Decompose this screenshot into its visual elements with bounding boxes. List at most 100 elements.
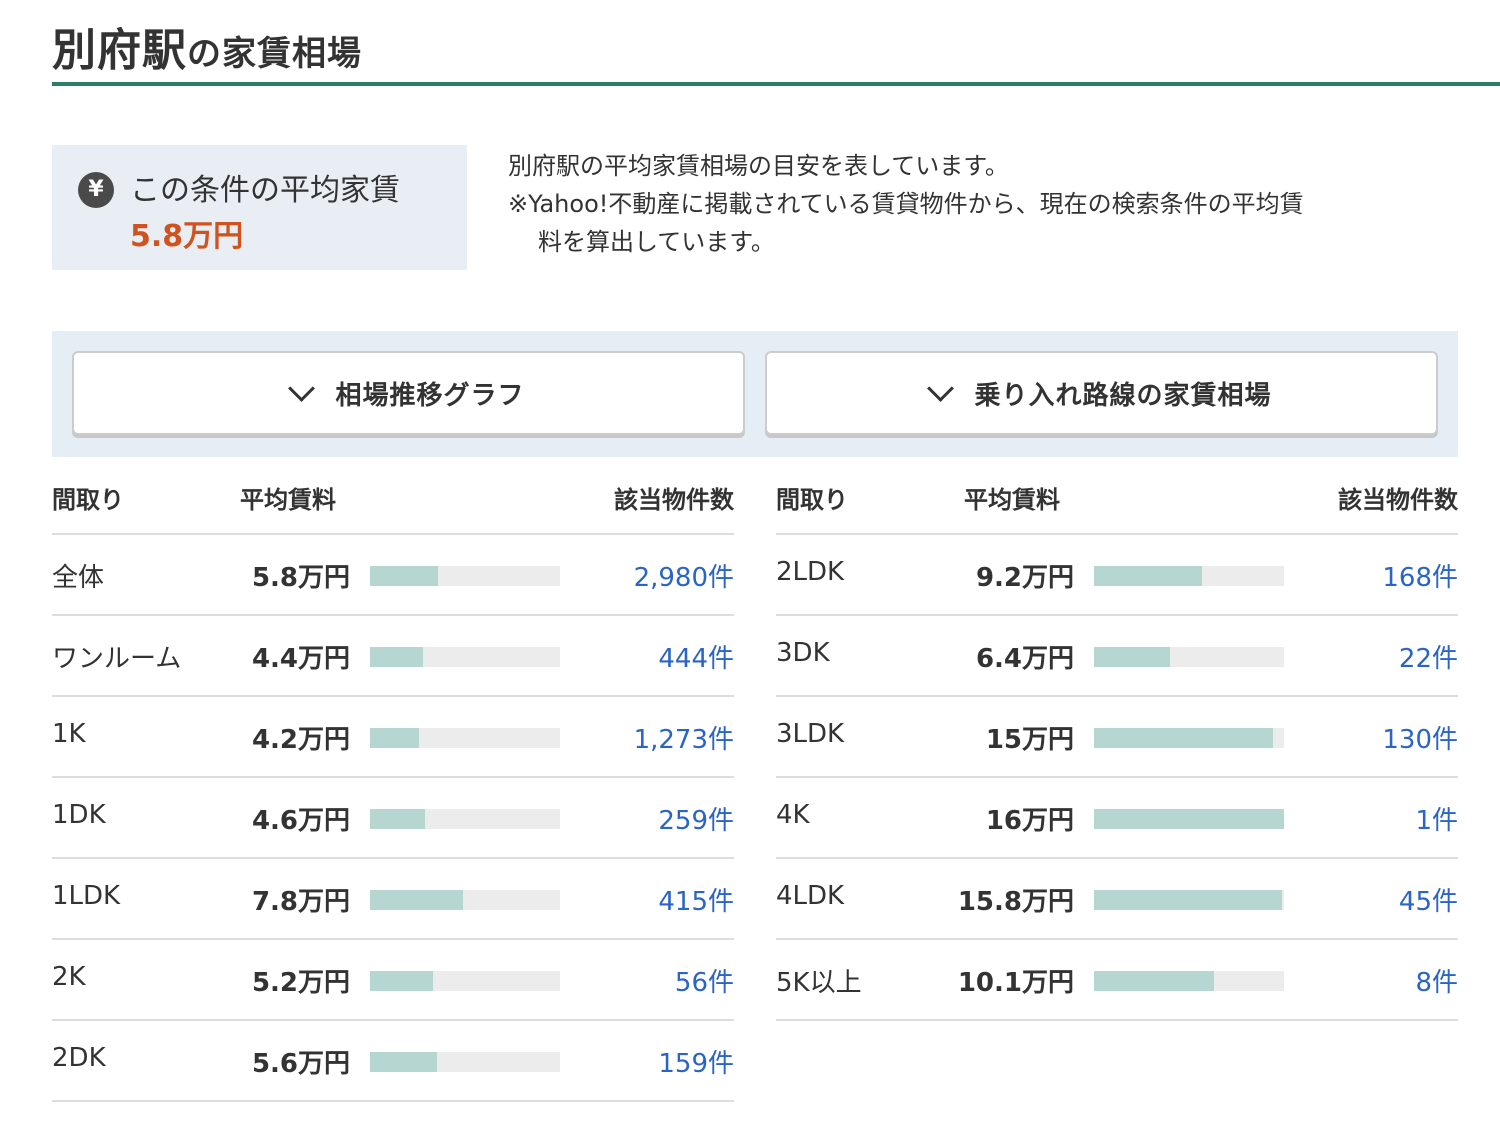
header-listing-count: 該当物件数 (614, 486, 734, 514)
connecting-lines-toggle-button[interactable]: 乗り入れ路線の家賃相場 (765, 351, 1438, 435)
average-rent-cell: 9.2万円 (975, 563, 1074, 593)
table-header: 間取り 平均賃料 該当物件数 (52, 458, 734, 535)
rent-bar-fill (370, 971, 433, 991)
layout-cell: 2LDK (776, 557, 845, 587)
header-listing-count: 該当物件数 (1338, 486, 1458, 514)
table-row: 3DK 6.4万円 22件 (776, 616, 1458, 697)
layout-cell: 3LDK (776, 719, 845, 749)
table-row: 4K 16万円 1件 (776, 778, 1458, 859)
listing-count-link[interactable]: 259件 (658, 806, 734, 836)
header-average-rent: 平均賃料 (964, 486, 1060, 514)
listing-count-link[interactable]: 415件 (658, 887, 734, 917)
listing-count-link[interactable]: 1件 (1415, 806, 1458, 836)
table-header: 間取り 平均賃料 該当物件数 (776, 458, 1458, 535)
listing-count-link[interactable]: 8件 (1415, 968, 1458, 998)
table-row: 全体 5.8万円 2,980件 (52, 535, 734, 616)
layout-cell: 2K (52, 962, 86, 992)
listing-count-link[interactable]: 2,980件 (633, 563, 734, 593)
description-line-3: 料を算出しています。 (538, 228, 775, 256)
rent-bar-track (370, 890, 560, 910)
layout-cell: 全体 (52, 563, 105, 593)
table-row: 2K 5.2万円 56件 (52, 940, 734, 1021)
listing-count-link[interactable]: 56件 (674, 968, 734, 998)
rent-bar-track (1094, 809, 1284, 829)
table-row: 5K以上 10.1万円 8件 (776, 940, 1458, 1021)
chevron-down-icon (288, 374, 316, 402)
rent-bar-track (370, 809, 560, 829)
header-layout: 間取り (52, 486, 124, 514)
rent-bar-fill (370, 809, 425, 829)
rent-bar-track (1094, 890, 1284, 910)
layout-cell: 1K (52, 719, 86, 749)
rent-bar-track (1094, 647, 1284, 667)
rent-table-left: 間取り 平均賃料 該当物件数 全体 5.8万円 2,980件ワンルーム 4.4万円 44… (52, 458, 734, 1102)
average-rent-label: この条件の平均家賃 (130, 173, 400, 208)
layout-cell: 4LDK (776, 881, 845, 911)
rent-bar-fill (1094, 728, 1273, 748)
average-rent-cell: 5.8万円 (251, 563, 350, 593)
average-rent-cell: 6.4万円 (975, 644, 1074, 674)
table-row: 2LDK 9.2万円 168件 (776, 535, 1458, 616)
average-rent-cell: 10.1万円 (957, 968, 1074, 998)
average-rent-value: 5.8万円 (130, 219, 244, 254)
rent-bar-track (370, 1052, 560, 1072)
rent-bar-track (1094, 971, 1284, 991)
toggle-bar: 相場推移グラフ 乗り入れ路線の家賃相場 (52, 331, 1458, 457)
rent-bar-track (370, 728, 560, 748)
rent-bar-fill (370, 566, 438, 586)
trend-graph-toggle-button[interactable]: 相場推移グラフ (72, 351, 745, 435)
rent-bar-fill (1094, 971, 1214, 991)
header-layout: 間取り (776, 486, 848, 514)
listing-count-link[interactable]: 22件 (1398, 644, 1458, 674)
average-rent-cell: 4.6万円 (251, 806, 350, 836)
table-row: 4LDK 15.8万円 45件 (776, 859, 1458, 940)
connecting-lines-toggle-label: 乗り入れ路線の家賃相場 (974, 380, 1272, 411)
average-rent-cell: 7.8万円 (251, 887, 350, 917)
header-average-rent: 平均賃料 (240, 486, 336, 514)
listing-count-link[interactable]: 45件 (1398, 887, 1458, 917)
trend-graph-toggle-label: 相場推移グラフ (335, 380, 525, 411)
listing-count-link[interactable]: 1,273件 (633, 725, 734, 755)
listing-count-link[interactable]: 444件 (658, 644, 734, 674)
yen-icon: ¥ (78, 172, 114, 208)
rent-bar-track (1094, 566, 1284, 586)
table-row: 1LDK 7.8万円 415件 (52, 859, 734, 940)
layout-cell: 3DK (776, 638, 830, 668)
average-rent-cell: 15万円 (985, 725, 1074, 755)
table-row: 3LDK 15万円 130件 (776, 697, 1458, 778)
average-rent-cell: 5.2万円 (251, 968, 350, 998)
average-rent-cell: 15.8万円 (957, 887, 1074, 917)
rent-bar-fill (370, 647, 423, 667)
listing-count-link[interactable]: 159件 (658, 1049, 734, 1079)
description-line-1: 別府駅の平均家賃相場の目安を表しています。 (508, 152, 1009, 180)
page-header: 別府駅の家賃相場 (52, 0, 1500, 86)
average-rent-box: ¥ この条件の平均家賃 5.8万円 (52, 145, 467, 270)
station-name: 別府駅 (52, 25, 187, 76)
listing-count-link[interactable]: 130件 (1382, 725, 1458, 755)
rent-bar-fill (1094, 647, 1170, 667)
table-row: ワンルーム 4.4万円 444件 (52, 616, 734, 697)
average-rent-cell: 16万円 (985, 806, 1074, 836)
average-rent-cell: 4.2万円 (251, 725, 350, 755)
layout-cell: 2DK (52, 1043, 106, 1073)
rent-bar-track (370, 971, 560, 991)
table-row: 1K 4.2万円 1,273件 (52, 697, 734, 778)
average-rent-cell: 4.4万円 (251, 644, 350, 674)
rent-bar-fill (1094, 890, 1282, 910)
layout-cell: 4K (776, 800, 810, 830)
page-title-suffix: の家賃相場 (187, 34, 362, 74)
listing-count-link[interactable]: 168件 (1382, 563, 1458, 593)
chevron-down-icon (927, 374, 955, 402)
layout-cell: ワンルーム (52, 644, 182, 674)
rent-description: 別府駅の平均家賃相場の目安を表しています。 ※Yahoo!不動産に掲載されている… (508, 147, 1458, 261)
rent-bar-track (370, 647, 560, 667)
rent-bar-fill (370, 890, 463, 910)
rent-bar-fill (1094, 809, 1284, 829)
layout-cell: 1LDK (52, 881, 121, 911)
rent-table-right: 間取り 平均賃料 該当物件数 2LDK 9.2万円 168件 3DK 6.4万円 22件 3… (776, 458, 1458, 1021)
description-line-2: ※Yahoo!不動産に掲載されている賃貸物件から、現在の検索条件の平均賃 (508, 190, 1304, 218)
rent-bar-fill (370, 1052, 437, 1072)
layout-cell: 1DK (52, 800, 106, 830)
table-row: 2DK 5.6万円 159件 (52, 1021, 734, 1102)
rent-bar-fill (370, 728, 419, 748)
